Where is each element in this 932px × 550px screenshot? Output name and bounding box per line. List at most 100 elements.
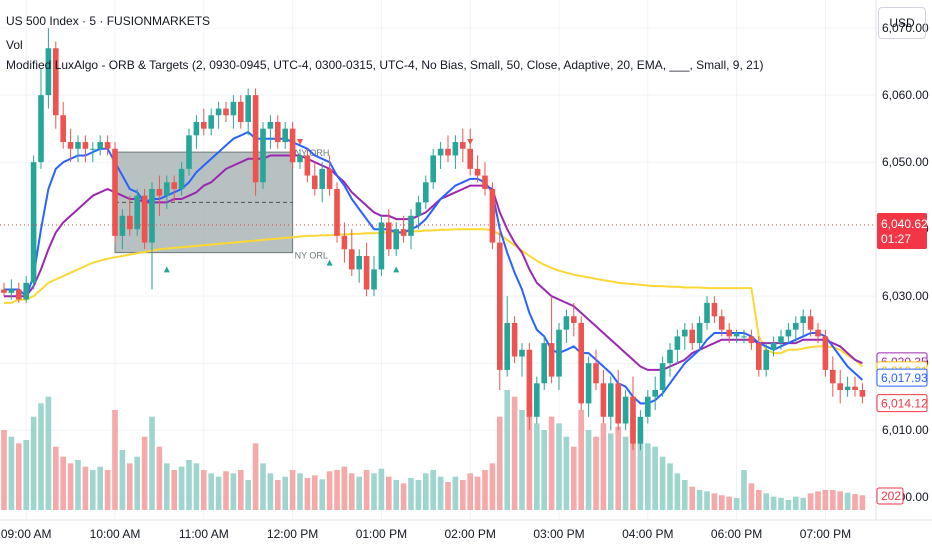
candle-body bbox=[659, 363, 666, 390]
candle-body bbox=[682, 329, 688, 337]
price-label-box bbox=[876, 368, 928, 387]
volume-bar bbox=[119, 450, 126, 510]
candle-body bbox=[807, 316, 814, 330]
candle-body bbox=[378, 222, 385, 270]
volume-bar bbox=[282, 476, 288, 510]
y-axis-tick-label: 6,050.00 bbox=[882, 155, 929, 169]
candle-body bbox=[541, 343, 547, 384]
candle-body bbox=[289, 128, 296, 163]
candle-body bbox=[312, 175, 318, 189]
volume-bar bbox=[53, 446, 59, 510]
volume-bar bbox=[341, 466, 348, 510]
candle-body bbox=[460, 142, 466, 149]
volume-bar bbox=[445, 482, 451, 510]
volume-value-label: 202 bbox=[881, 489, 901, 503]
volume-bar bbox=[45, 396, 52, 510]
volume-bar bbox=[452, 476, 459, 510]
candle-body bbox=[90, 148, 96, 150]
volume-bar bbox=[541, 430, 547, 510]
candle-body bbox=[104, 142, 111, 149]
volume-legend[interactable]: Vol bbox=[6, 38, 23, 52]
volume-bar bbox=[16, 443, 22, 510]
candle-body bbox=[423, 182, 429, 203]
y-axis[interactable]: 6,000.006,010.006,020.006,030.006,040.00… bbox=[882, 21, 929, 504]
volume-bar bbox=[704, 491, 710, 510]
candle-body bbox=[600, 383, 607, 417]
candle-body bbox=[304, 155, 311, 176]
symbol-title[interactable]: US 500 Index · 5 · FUSIONMARKETS bbox=[6, 14, 211, 28]
volume-bar bbox=[837, 491, 843, 510]
candle-body bbox=[563, 316, 570, 330]
volume-bar bbox=[637, 430, 644, 510]
volume-bar bbox=[319, 479, 325, 510]
volume-bar bbox=[289, 470, 296, 510]
volume-bar bbox=[8, 436, 15, 510]
volume-bar bbox=[726, 496, 732, 510]
volume-bar bbox=[852, 494, 858, 510]
candle-body bbox=[97, 142, 103, 149]
volume-bar bbox=[1, 430, 7, 510]
candle-body bbox=[719, 316, 725, 330]
candle-body bbox=[223, 108, 229, 116]
volume-bar bbox=[171, 470, 177, 510]
x-axis-tick-label: 11:00 AM bbox=[179, 527, 229, 541]
candle-body bbox=[297, 155, 303, 163]
candle-body bbox=[393, 229, 399, 250]
candle-body bbox=[149, 188, 155, 243]
candle-body bbox=[578, 322, 584, 404]
candle-body bbox=[112, 148, 118, 236]
volume-bar bbox=[460, 480, 466, 510]
price-label-text: 6,017.93 bbox=[881, 371, 928, 385]
volume-bar bbox=[245, 480, 251, 510]
volume-bar bbox=[615, 426, 621, 510]
candle-body bbox=[415, 202, 422, 216]
candle-body bbox=[326, 168, 333, 189]
volume-bar bbox=[778, 498, 784, 510]
volume-bar bbox=[630, 416, 636, 510]
volume-bar bbox=[127, 463, 133, 510]
vwap-line bbox=[4, 228, 864, 368]
volume-bar bbox=[30, 416, 37, 510]
candle-body bbox=[156, 188, 163, 196]
volume-bar bbox=[134, 456, 140, 510]
volume-bar bbox=[215, 476, 222, 510]
volume-bar bbox=[260, 463, 266, 510]
candle-body bbox=[356, 255, 362, 270]
candle-body bbox=[275, 121, 281, 143]
volume-bar bbox=[393, 480, 399, 510]
x-axis[interactable]: 09:00 AM 10:00 AM 11:00 AM 12:00 PM 01:00 PM… bbox=[1, 527, 851, 541]
candle-body bbox=[60, 115, 66, 143]
price-label-box bbox=[876, 394, 928, 413]
volume-bar bbox=[38, 403, 44, 510]
volume-bar bbox=[785, 500, 792, 510]
currency-button[interactable]: USD bbox=[878, 7, 926, 39]
candle-body bbox=[349, 249, 355, 270]
indicator-legend[interactable]: Modified LuxAlgo - ORB & Targets (2, 093… bbox=[6, 58, 764, 72]
volume-bar bbox=[97, 466, 103, 510]
volume-bar bbox=[90, 470, 96, 510]
candle-body bbox=[171, 182, 177, 189]
candle-body bbox=[45, 48, 52, 96]
volume-bar bbox=[437, 476, 444, 510]
volume-bar bbox=[504, 390, 510, 510]
volume-bar bbox=[149, 416, 155, 510]
sell-signal-triangle bbox=[467, 139, 474, 146]
volume-bar bbox=[252, 443, 259, 510]
volume-bar bbox=[534, 423, 540, 510]
candle-body bbox=[785, 329, 792, 337]
volume-bar bbox=[526, 403, 533, 510]
candle-body bbox=[704, 302, 710, 323]
volume-bar bbox=[519, 410, 525, 510]
volume-bar bbox=[201, 470, 207, 510]
candle-body bbox=[548, 343, 555, 377]
candle-body bbox=[341, 235, 348, 250]
x-axis-tick-label: 01:00 PM bbox=[356, 527, 407, 541]
candle-body bbox=[763, 349, 769, 370]
candle-body bbox=[141, 195, 148, 243]
volume-bar bbox=[312, 475, 318, 510]
volume-bar bbox=[756, 490, 762, 510]
candle-body bbox=[711, 302, 718, 317]
volume-bar bbox=[415, 480, 422, 510]
candle-body bbox=[408, 215, 414, 236]
